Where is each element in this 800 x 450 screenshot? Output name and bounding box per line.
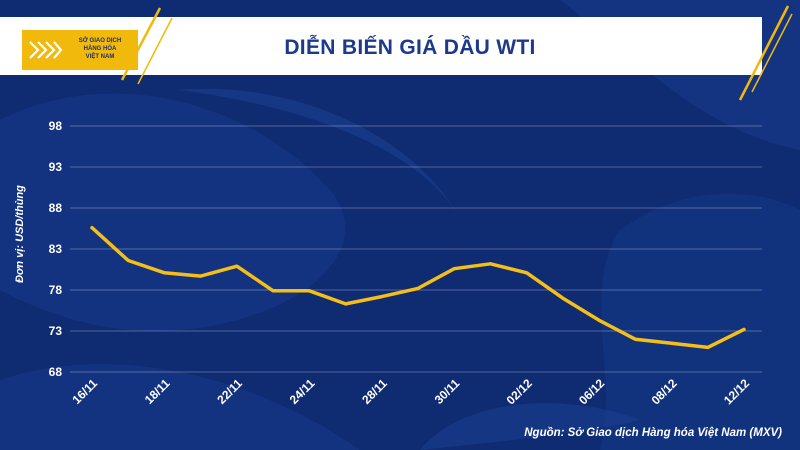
x-tick-label: 28/11: [359, 376, 390, 407]
x-tick-label: 18/11: [142, 376, 173, 407]
logo-line-2: HÀNG HÓA: [83, 46, 117, 52]
logo-line-1: SỞ GIAO DỊCH: [78, 38, 122, 44]
y-tick-label: 73: [49, 324, 63, 338]
company-logo: SỞ GIAO DỊCH HÀNG HÓA VIỆT NAM: [22, 30, 138, 70]
y-tick-label: 98: [49, 119, 63, 133]
y-tick-label: 78: [49, 283, 63, 297]
chart-grid: [70, 125, 762, 373]
y-axis-ticks: 68 73 78 83 88 93 98: [49, 119, 63, 379]
source-note: Nguồn: Sở Giao dịch Hàng hóa Việt Nam (M…: [524, 427, 782, 439]
y-axis-label: Đơn vị: USD/thùng: [14, 185, 26, 283]
x-tick-label: 02/12: [504, 376, 535, 407]
y-tick-label: 68: [49, 365, 63, 379]
series-line: [90, 225, 746, 350]
logo-text: SỞ GIAO DỊCH HÀNG HÓA VIỆT NAM: [64, 37, 136, 61]
y-tick-label: 83: [49, 242, 63, 256]
x-tick-label: 16/11: [69, 376, 100, 407]
logo-line-3: VIỆT NAM: [85, 54, 115, 60]
x-tick-label: 06/12: [576, 376, 607, 407]
y-tick-label: 88: [49, 201, 63, 215]
x-tick-label: 08/12: [649, 376, 680, 407]
chart-series: [90, 225, 746, 350]
logo-chevron-icon: [29, 41, 62, 59]
x-tick-label: 12/12: [721, 376, 752, 407]
x-tick-label: 22/11: [214, 376, 245, 407]
page-title: DIỄN BIẾN GIÁ DẦU WTI: [284, 36, 536, 59]
x-axis-ticks: 16/11 18/11 22/11 24/11 28/11 30/11 02/12 06/12…: [69, 376, 752, 407]
x-tick-label: 30/11: [432, 376, 463, 407]
x-tick-label: 24/11: [287, 376, 318, 407]
y-tick-label: 93: [49, 160, 63, 174]
